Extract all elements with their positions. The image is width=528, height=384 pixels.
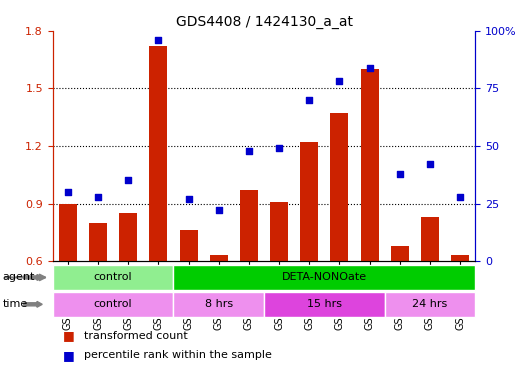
Text: percentile rank within the sample: percentile rank within the sample [84, 350, 272, 360]
Text: 8 hrs: 8 hrs [205, 299, 233, 310]
Text: transformed count: transformed count [84, 331, 188, 341]
Bar [451, 255, 469, 376]
Text: control: control [94, 299, 133, 310]
Bar [89, 223, 107, 376]
Point [124, 177, 133, 184]
Bar [300, 142, 318, 376]
Text: time: time [3, 299, 28, 310]
Point [154, 37, 163, 43]
Text: control: control [94, 272, 133, 283]
Point [184, 196, 193, 202]
Point [214, 207, 223, 214]
Point [456, 194, 464, 200]
Bar [270, 202, 288, 376]
Point [244, 147, 253, 154]
Bar [210, 255, 228, 376]
Text: GDS4408 / 1424130_a_at: GDS4408 / 1424130_a_at [175, 15, 353, 29]
Bar [361, 69, 379, 376]
Text: ■: ■ [63, 349, 75, 362]
Point [426, 161, 434, 167]
Text: DETA-NONOate: DETA-NONOate [282, 272, 367, 283]
Bar [240, 190, 258, 376]
Bar [421, 217, 439, 376]
Bar [391, 246, 409, 376]
Point [335, 78, 344, 84]
Bar [59, 204, 77, 376]
Point [365, 65, 374, 71]
Text: ■: ■ [63, 329, 75, 343]
Bar [180, 230, 197, 376]
Text: 24 hrs: 24 hrs [412, 299, 448, 310]
Bar [149, 46, 167, 376]
Text: 15 hrs: 15 hrs [307, 299, 342, 310]
Point [275, 145, 284, 151]
Point [94, 194, 102, 200]
Point [305, 97, 314, 103]
Bar [331, 113, 348, 376]
Point [395, 170, 404, 177]
Point [64, 189, 72, 195]
Bar [119, 213, 137, 376]
Text: agent: agent [3, 272, 35, 283]
